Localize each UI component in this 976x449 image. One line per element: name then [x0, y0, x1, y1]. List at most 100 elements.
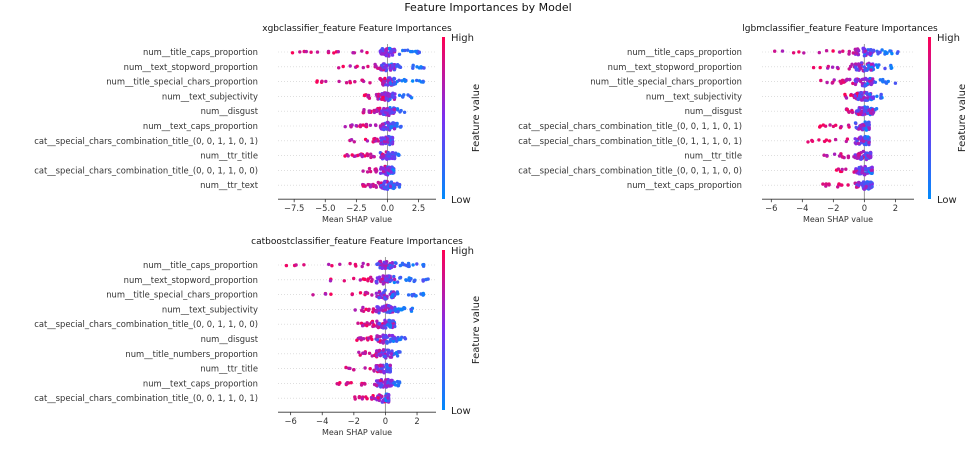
shap-point — [365, 170, 370, 174]
shap-point — [352, 276, 356, 281]
shap-point — [360, 324, 365, 328]
shap-point — [869, 180, 873, 184]
colorbar-low-label: Low — [451, 195, 471, 206]
shap-point — [344, 365, 348, 370]
shap-point — [862, 139, 866, 143]
shap-point — [845, 137, 850, 141]
shap-point — [840, 167, 844, 172]
shap-point — [378, 124, 383, 128]
feature-row-dots — [844, 105, 879, 117]
shap-point — [864, 184, 868, 189]
feature-row-dots — [290, 46, 421, 58]
shap-point — [844, 96, 849, 100]
feature-row-dots — [821, 180, 874, 191]
shap-point — [398, 276, 402, 280]
shap-point — [381, 82, 385, 86]
shap-point — [409, 96, 414, 100]
shap-point — [380, 63, 384, 67]
shap-point — [861, 149, 866, 154]
shap-point — [359, 152, 363, 157]
feature-row-dots — [361, 179, 402, 191]
shap-point — [832, 152, 837, 156]
shap-point — [373, 123, 378, 127]
shap-point — [380, 109, 384, 113]
shap-point — [376, 97, 380, 101]
shap-point — [381, 399, 385, 403]
shap-point — [366, 64, 370, 69]
shap-point — [353, 80, 357, 84]
shap-point — [854, 62, 858, 66]
shap-point — [384, 172, 388, 176]
shap-point — [392, 274, 396, 279]
feature-label: num__disgust — [201, 106, 259, 116]
shap-point — [811, 65, 816, 70]
shap-point — [888, 49, 892, 53]
x-axis-label: Mean SHAP value — [322, 428, 392, 437]
feature-label: num__title_caps_proportion — [143, 260, 258, 270]
shap-point — [389, 141, 394, 145]
shap-point — [857, 165, 861, 170]
shap-point — [393, 261, 398, 265]
feature-row-dots — [343, 120, 403, 132]
shap-point — [332, 51, 336, 55]
shap-point — [860, 81, 864, 86]
feature-label: num__text_stopword_proportion — [608, 62, 742, 72]
shap-point — [389, 170, 393, 174]
shap-point — [397, 93, 402, 98]
shap-point — [389, 278, 394, 282]
shap-point — [336, 50, 340, 54]
shap-point — [869, 68, 873, 72]
shap-point — [385, 186, 389, 190]
shap-point — [869, 48, 873, 52]
shap-point — [403, 48, 407, 53]
shap-point — [382, 290, 386, 295]
shap-point — [360, 49, 364, 53]
shap-point — [374, 353, 379, 357]
shap-point — [392, 280, 397, 285]
shap-point — [392, 77, 396, 81]
shap-point — [868, 151, 873, 155]
shap-point — [378, 369, 382, 373]
shap-point — [375, 349, 379, 353]
shap-point — [411, 263, 415, 267]
feature-label: cat__special_chars_combination_title_(0,… — [34, 393, 258, 403]
feature-row-dots — [344, 362, 392, 375]
shap-point — [326, 49, 331, 54]
shap-point — [385, 341, 389, 345]
feature-row-dots — [843, 90, 884, 102]
x-tick-label: −6 — [284, 416, 296, 426]
shap-point — [846, 183, 850, 187]
shap-point — [871, 77, 875, 81]
shap-point — [348, 64, 352, 68]
shap-point — [374, 383, 379, 388]
shap-point — [383, 76, 387, 81]
shap-point — [853, 121, 858, 125]
shap-point — [361, 123, 365, 127]
shap-point — [376, 396, 380, 400]
feature-label: num__title_caps_proportion — [143, 47, 258, 57]
feature-label: num__text_caps_proportion — [627, 180, 742, 190]
shap-point — [863, 83, 868, 88]
shap-point — [386, 396, 390, 400]
shap-point — [361, 169, 365, 173]
shap-point — [379, 378, 383, 383]
shap-point — [821, 182, 825, 186]
shap-point — [304, 49, 308, 54]
x-tick-label: 0 — [383, 416, 388, 426]
shap-point — [358, 291, 363, 295]
shap-point — [345, 381, 350, 385]
shap-point — [830, 65, 835, 69]
shap-point — [844, 78, 848, 82]
shap-point — [388, 369, 392, 373]
shap-point — [410, 294, 414, 298]
shap-point — [384, 320, 388, 324]
colorbar-low-label: Low — [451, 406, 471, 417]
feature-label: num__ttr_title — [200, 151, 258, 161]
shap-point — [391, 186, 395, 190]
shap-point — [414, 50, 419, 54]
shap-point — [840, 183, 844, 187]
shap-point — [408, 49, 413, 54]
shap-point — [375, 334, 379, 338]
shap-point — [389, 125, 393, 129]
shap-point — [414, 294, 418, 298]
